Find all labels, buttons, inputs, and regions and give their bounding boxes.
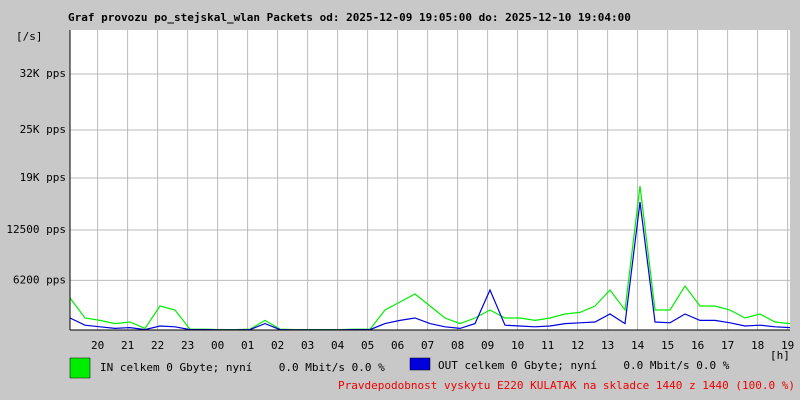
y-axis-label: [/s]: [16, 30, 43, 43]
x-tick-label: 09: [481, 339, 494, 352]
plot-area: [70, 30, 790, 330]
x-tick-label: 07: [421, 339, 434, 352]
legend-swatch: [69, 357, 91, 379]
x-tick-label: 08: [451, 339, 464, 352]
x-tick-label: 11: [541, 339, 554, 352]
x-tick-label: 18: [751, 339, 764, 352]
x-tick-label: 10: [511, 339, 524, 352]
x-tick-label: 20: [91, 339, 104, 352]
y-tick-label: 25K pps: [20, 123, 66, 136]
y-tick-label: 19K pps: [20, 171, 66, 184]
legend-label: OUT celkem 0 Gbyte; nyní 0.0 Mbit/s 0.0 …: [438, 359, 730, 372]
x-tick-label: 17: [721, 339, 734, 352]
x-tick-label: 13: [601, 339, 614, 352]
x-tick-label: 21: [121, 339, 134, 352]
x-tick-label: 05: [361, 339, 374, 352]
x-tick-label: 16: [691, 339, 704, 352]
x-tick-label: 06: [391, 339, 404, 352]
x-tick-label: 15: [661, 339, 674, 352]
x-tick-label: 03: [301, 339, 314, 352]
x-axis-label: [h]: [770, 349, 790, 362]
y-tick-label: 6200 pps: [13, 273, 66, 286]
x-tick-label: 23: [181, 339, 194, 352]
legend-label: IN celkem 0 Gbyte; nyní 0.0 Mbit/s 0.0 %: [100, 361, 385, 374]
y-tick-label: 32K pps: [20, 67, 66, 80]
x-tick-label: 00: [211, 339, 224, 352]
footer-note: Pravdepodobnost vyskytu E220 KULATAK na …: [338, 379, 795, 392]
x-tick-label: 19: [781, 339, 794, 352]
x-tick-label: 04: [331, 339, 345, 352]
x-tick-label: 01: [241, 339, 254, 352]
x-tick-label: 12: [571, 339, 584, 352]
chart-title: Graf provozu po_stejskal_wlan Packets od…: [68, 11, 631, 24]
x-tick-label: 02: [271, 339, 284, 352]
y-tick-label: 12500 pps: [6, 223, 66, 236]
x-tick-label: 14: [631, 339, 645, 352]
legend-swatch: [409, 357, 431, 371]
x-tick-label: 22: [151, 339, 164, 352]
